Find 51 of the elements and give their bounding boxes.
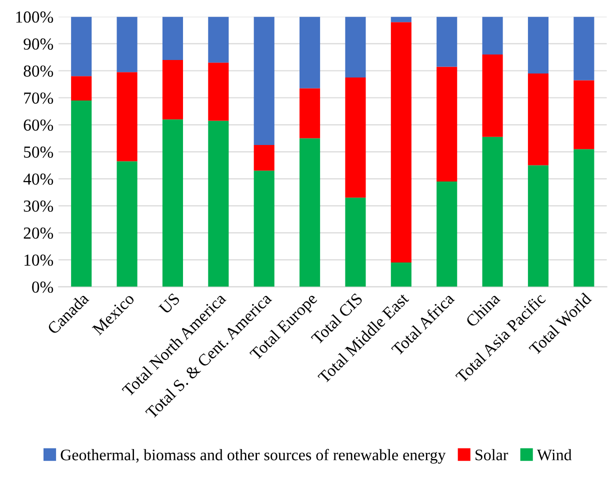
- bar: [528, 165, 549, 287]
- bar: [574, 16, 594, 80]
- y-tick-label: 80%: [24, 65, 54, 77]
- bar: [71, 76, 92, 100]
- y-tick-label: 10%: [24, 254, 54, 266]
- y-tick-label: 90%: [24, 38, 54, 50]
- bar: [345, 16, 366, 78]
- bar: [390, 22, 412, 262]
- bar: [71, 16, 92, 76]
- bar: [345, 77, 366, 198]
- bar: [300, 138, 320, 287]
- bar: [436, 66, 458, 182]
- bar: [574, 149, 594, 287]
- y-tick-label: 30%: [24, 200, 54, 212]
- bar: [300, 16, 320, 88]
- legend-label: Wind: [536, 449, 572, 460]
- legend-label: Solar: [476, 449, 508, 460]
- bar: [254, 145, 274, 171]
- bar: [71, 100, 92, 287]
- bar: [254, 16, 274, 146]
- bar: [482, 54, 503, 137]
- bar: [116, 161, 138, 287]
- bar: [528, 16, 549, 74]
- bar: [345, 198, 366, 287]
- bar: [116, 72, 138, 162]
- bar: [436, 181, 458, 287]
- y-tick-label: 0%: [32, 282, 54, 293]
- bar: [390, 16, 412, 22]
- legend-label: Geothermal, biomass and other sources of renewable energy: [60, 448, 446, 464]
- bar: [390, 262, 412, 287]
- y-tick-label: 40%: [23, 173, 54, 185]
- bar: [208, 16, 229, 63]
- y-tick-label: 20%: [24, 227, 54, 239]
- bar: [162, 16, 184, 60]
- y-tick-label: 100%: [16, 11, 54, 23]
- bar: [162, 60, 184, 120]
- bar: [162, 119, 184, 287]
- bar: [116, 16, 138, 72]
- y-tick-label: 50%: [24, 146, 54, 158]
- bar: [482, 16, 503, 55]
- bar: [208, 120, 229, 287]
- y-tick-label: 60%: [24, 119, 54, 131]
- x-tick-label: US: [158, 292, 180, 315]
- bar: [482, 136, 503, 287]
- bar: [436, 16, 458, 67]
- bar: [254, 170, 274, 287]
- bar: [300, 88, 320, 138]
- y-tick-label: 70%: [24, 92, 54, 104]
- bar: [208, 62, 229, 121]
- bar: [528, 73, 549, 166]
- bar: [574, 80, 594, 150]
